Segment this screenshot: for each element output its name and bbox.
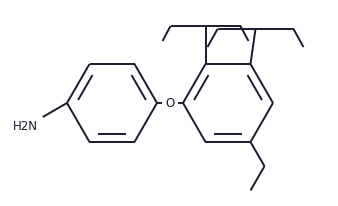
Text: O: O <box>165 96 175 110</box>
Text: H2N: H2N <box>13 120 38 133</box>
